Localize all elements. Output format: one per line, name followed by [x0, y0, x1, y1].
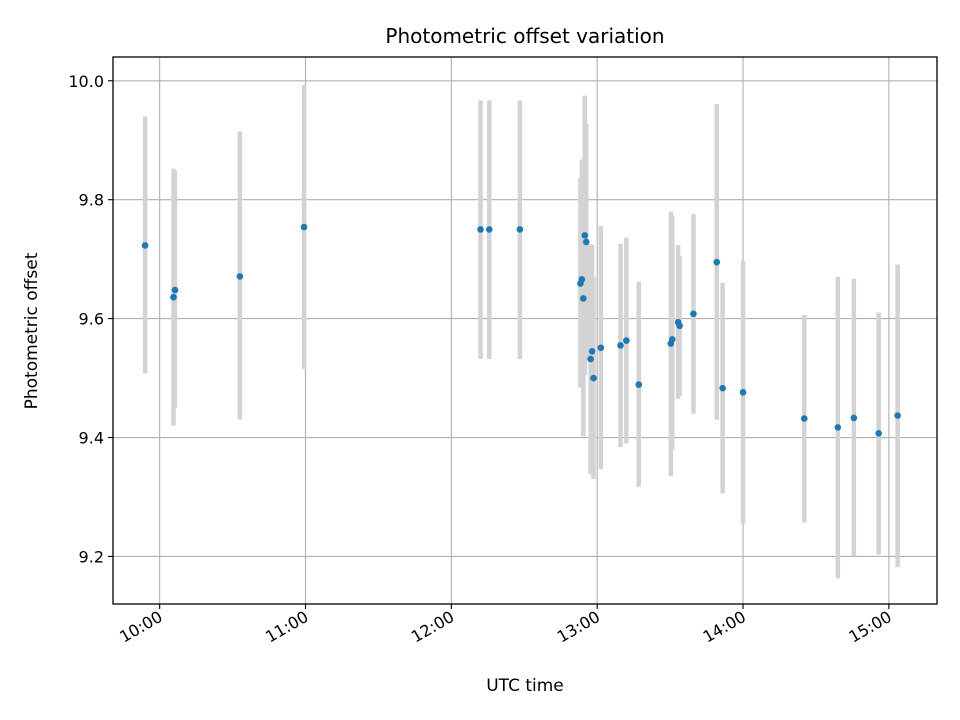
chart-title: Photometric offset variation	[385, 24, 664, 48]
data-point	[850, 414, 858, 422]
x-tick-label: 11:00	[262, 607, 311, 647]
x-tick-label: 15:00	[845, 607, 894, 647]
x-tick-label: 13:00	[554, 607, 603, 647]
y-tick-label: 10.0	[68, 72, 104, 91]
x-tick-label: 12:00	[408, 607, 457, 647]
data-point	[713, 258, 721, 266]
data-point	[171, 286, 179, 294]
data-point	[739, 389, 747, 396]
x-axis-label: UTC time	[486, 676, 564, 696]
data-point	[582, 238, 590, 246]
data-point	[617, 342, 624, 349]
data-point	[236, 273, 244, 280]
data-points	[141, 223, 901, 437]
data-point	[690, 310, 697, 318]
x-tick-label: 14:00	[700, 607, 749, 647]
y-tick-label: 9.6	[79, 310, 104, 329]
data-point	[635, 381, 643, 388]
data-point	[668, 336, 676, 343]
data-point	[300, 223, 308, 231]
data-point	[676, 322, 683, 330]
data-point	[894, 412, 901, 419]
x-tick-label: 10:00	[116, 607, 165, 647]
data-point	[588, 348, 596, 355]
data-point	[719, 384, 726, 392]
data-point	[800, 415, 808, 422]
data-point	[516, 226, 524, 233]
y-axis-label: Photometric offset	[22, 252, 42, 409]
data-point	[485, 226, 493, 233]
data-point	[875, 430, 882, 437]
data-point	[834, 424, 842, 431]
grid-lines	[113, 57, 937, 604]
data-point	[580, 295, 587, 302]
data-point	[590, 374, 597, 382]
data-point	[581, 232, 589, 239]
error-bars	[142, 84, 900, 579]
data-point	[597, 344, 605, 352]
plot-area-frame	[112, 56, 938, 605]
data-point	[141, 242, 149, 249]
data-point	[578, 276, 586, 283]
data-point	[587, 355, 594, 363]
data-point	[623, 337, 630, 344]
y-tick-label: 9.4	[79, 429, 104, 448]
y-tick-label: 9.2	[79, 547, 104, 566]
data-point	[170, 293, 177, 301]
y-tick-label: 9.8	[79, 191, 104, 210]
data-point	[477, 226, 484, 233]
